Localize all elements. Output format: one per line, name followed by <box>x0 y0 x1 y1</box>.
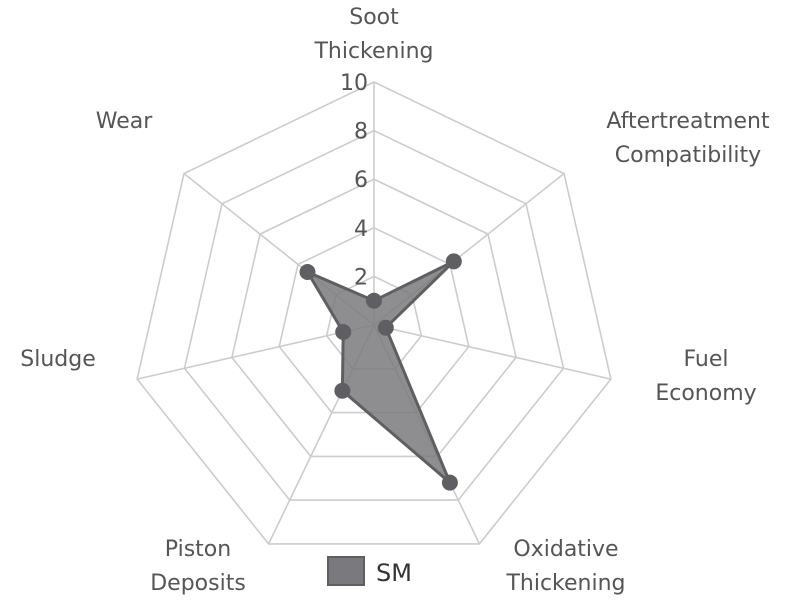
data-point-4[interactable] <box>334 382 351 399</box>
axis-label-2: Fuel Economy <box>655 347 756 406</box>
spoke-2 <box>373 324 612 380</box>
tick-label: 6 <box>354 168 368 193</box>
axis-label-6: Wear <box>96 109 153 134</box>
tick-label: 2 <box>354 265 368 290</box>
data-point-0[interactable] <box>366 292 382 309</box>
axis-label-line: Economy <box>655 381 756 406</box>
axis-label-line: Aftertreatment <box>606 109 770 134</box>
axis-label-line: Sludge <box>20 347 96 372</box>
axis-label-line: Oxidative <box>513 537 618 562</box>
axis-label-5: Sludge <box>20 347 96 372</box>
axis-label-line: Thickening <box>313 39 433 64</box>
series-area-0 <box>306 259 456 485</box>
tick-label: 10 <box>340 71 368 96</box>
axis-label-4: Piston Deposits <box>150 537 246 596</box>
data-point-6[interactable] <box>299 264 316 280</box>
grid-ring-8 <box>183 129 565 501</box>
axis-label-1: Aftertreatment Compatibility <box>606 109 770 168</box>
legend-label[interactable]: SM <box>376 559 412 587</box>
tick-label: 8 <box>354 120 368 145</box>
grid-ring-6 <box>231 178 517 458</box>
grid-ring-10 <box>136 81 612 545</box>
axis-label-3: Oxidative Thickening <box>505 537 625 596</box>
radial-tick-labels: 2 4 6 8 10 <box>340 71 368 290</box>
axis-label-line: Soot <box>349 5 399 30</box>
axis-label-line: Fuel <box>683 347 728 372</box>
axis-label-line: Wear <box>96 109 153 134</box>
data-point-3[interactable] <box>441 474 458 491</box>
tick-label: 4 <box>354 217 368 242</box>
legend-swatch[interactable] <box>327 556 365 586</box>
data-point-5[interactable] <box>335 324 352 340</box>
axis-label-line: Piston <box>165 537 231 562</box>
data-point-2[interactable] <box>377 319 394 336</box>
axis-label-line: Thickening <box>505 571 625 596</box>
axis-label-line: Compatibility <box>615 143 761 168</box>
axis-labels: Soot Thickening Aftertreatment Compatibilit… <box>20 5 770 596</box>
data-point-1[interactable] <box>445 253 462 270</box>
legend[interactable]: SM <box>327 556 412 587</box>
axis-label-0: Soot Thickening <box>313 5 433 64</box>
series-layer <box>299 253 462 491</box>
axis-label-line: Deposits <box>150 571 246 596</box>
spoke-5 <box>136 324 375 380</box>
